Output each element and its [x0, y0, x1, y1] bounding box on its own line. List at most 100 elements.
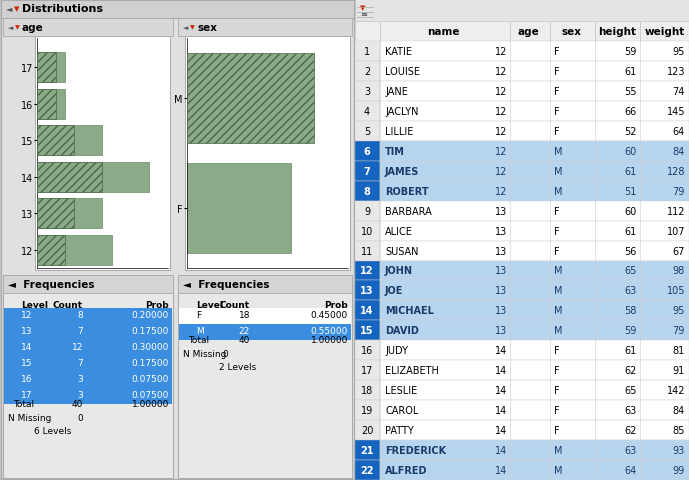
Text: 64: 64 [625, 465, 637, 475]
Bar [355, 460, 380, 480]
Text: 13: 13 [495, 206, 507, 216]
Bar [380, 321, 689, 341]
Bar [37, 162, 150, 192]
Text: JUDY: JUDY [385, 346, 408, 356]
Text: ◄: ◄ [183, 25, 188, 31]
Bar [380, 360, 689, 381]
Text: 11: 11 [361, 246, 373, 256]
Text: LOUISE: LOUISE [385, 67, 420, 77]
Text: ◄: ◄ [6, 4, 12, 13]
Text: 123: 123 [666, 67, 685, 77]
Text: 128: 128 [666, 167, 685, 176]
Text: 59: 59 [625, 47, 637, 57]
Text: 22: 22 [360, 465, 373, 475]
Text: age: age [22, 23, 43, 33]
Bar [380, 181, 689, 201]
Bar [380, 281, 689, 301]
Text: 0.07500: 0.07500 [132, 375, 169, 384]
Text: 74: 74 [672, 87, 685, 96]
Bar [380, 381, 689, 400]
Text: 58: 58 [625, 306, 637, 316]
Text: 0.17500: 0.17500 [132, 327, 169, 336]
Text: JAMES: JAMES [385, 167, 420, 176]
Text: 0: 0 [223, 349, 228, 359]
Text: 22: 22 [239, 327, 250, 336]
Text: 14: 14 [360, 306, 373, 316]
Text: Level: Level [21, 301, 48, 310]
Text: 84: 84 [672, 146, 685, 156]
Bar [380, 460, 689, 480]
Text: 61: 61 [625, 167, 637, 176]
Text: 12: 12 [495, 186, 507, 196]
Bar [380, 62, 689, 82]
Text: 14: 14 [495, 346, 507, 356]
Bar [179, 324, 351, 340]
Text: 79: 79 [672, 186, 685, 196]
Text: 8: 8 [364, 186, 371, 196]
Text: 62: 62 [625, 425, 637, 435]
Text: FREDERICK: FREDERICK [385, 445, 446, 455]
Text: 12: 12 [495, 127, 507, 136]
Bar [4, 308, 172, 324]
Text: Total: Total [188, 336, 209, 345]
Text: Count: Count [220, 301, 250, 310]
Text: 15: 15 [21, 359, 32, 368]
Text: F: F [554, 206, 559, 216]
Text: KATIE: KATIE [385, 47, 412, 57]
Bar [187, 54, 313, 144]
Bar [1, 1, 354, 19]
Text: F: F [554, 226, 559, 236]
Bar [37, 90, 56, 120]
Text: 93: 93 [672, 445, 685, 455]
Text: 12: 12 [495, 67, 507, 77]
Bar [178, 276, 352, 478]
Text: M: M [554, 286, 562, 296]
Bar [355, 261, 380, 281]
Text: ▼: ▼ [190, 25, 195, 30]
Text: 4: 4 [364, 107, 370, 117]
Text: 0.30000: 0.30000 [132, 343, 169, 352]
Text: 79: 79 [672, 325, 685, 336]
Bar [37, 126, 103, 156]
Text: F: F [554, 365, 559, 375]
Text: LESLIE: LESLIE [385, 385, 418, 396]
Text: 3: 3 [364, 87, 370, 96]
Bar [4, 388, 172, 404]
Text: 14: 14 [21, 343, 32, 352]
Text: 18: 18 [361, 385, 373, 396]
Text: 40: 40 [72, 399, 83, 408]
Text: ▼: ▼ [15, 25, 20, 30]
Bar [35, 37, 170, 270]
Bar [37, 235, 112, 265]
Bar [380, 82, 689, 102]
Text: Distributions: Distributions [22, 4, 103, 14]
Text: ◄: ◄ [8, 25, 13, 31]
Text: Total: Total [13, 399, 34, 408]
Text: 60: 60 [625, 206, 637, 216]
Bar [380, 420, 689, 440]
Text: F: F [554, 425, 559, 435]
Bar [355, 142, 380, 161]
Text: Level: Level [196, 301, 223, 310]
Text: 14: 14 [495, 365, 507, 375]
Bar [178, 19, 352, 37]
Text: 84: 84 [672, 405, 685, 415]
Text: 67: 67 [672, 246, 685, 256]
Bar [355, 62, 380, 82]
Text: 98: 98 [672, 266, 685, 276]
Text: 13: 13 [495, 325, 507, 336]
Text: 107: 107 [666, 226, 685, 236]
Text: 0.55000: 0.55000 [311, 327, 348, 336]
Bar [355, 281, 380, 301]
Bar [179, 308, 351, 324]
Text: 21: 21 [360, 445, 373, 455]
Text: M: M [196, 327, 204, 336]
Text: 91: 91 [672, 365, 685, 375]
Text: 95: 95 [672, 47, 685, 57]
Text: Count: Count [53, 301, 83, 310]
Text: 52: 52 [624, 127, 637, 136]
Text: 12: 12 [495, 87, 507, 96]
Text: ▼: ▼ [360, 5, 365, 11]
Text: Prob: Prob [325, 301, 348, 310]
Bar [355, 381, 380, 400]
